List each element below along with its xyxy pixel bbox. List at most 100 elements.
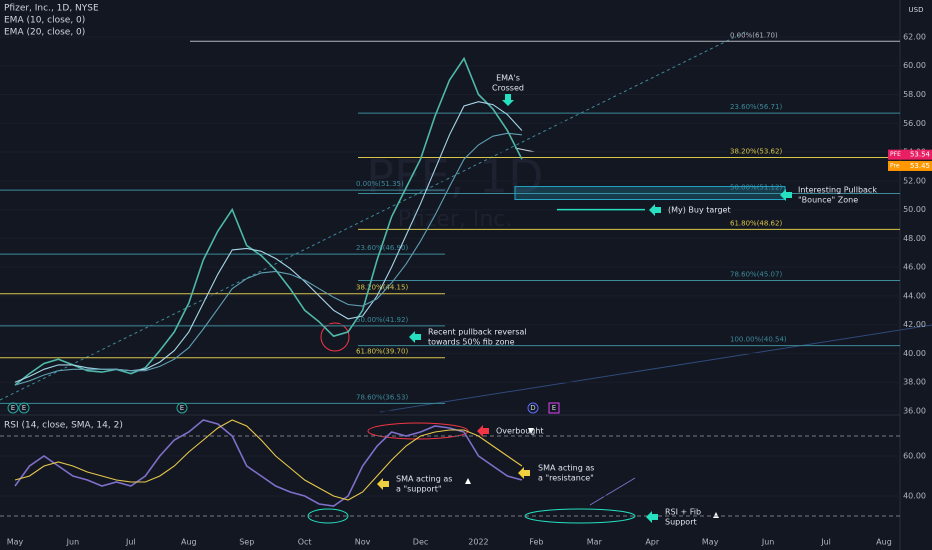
projection [589, 477, 636, 506]
event-label: E [180, 404, 184, 412]
x-tick-label: Apr [645, 538, 660, 547]
series-line [14, 132, 522, 386]
y-tick-label: 56.00 [903, 119, 926, 128]
pane-title: RSI (14, close, SMA, 14, 2) [4, 421, 123, 431]
price-tag-value: 53.45 [910, 162, 930, 170]
watermark-sub: Pfizer, Inc. [398, 207, 513, 232]
price-tag [888, 149, 932, 160]
event-label: E [11, 404, 15, 412]
price-tag [888, 160, 932, 171]
x-tick-label: Dec [413, 538, 428, 547]
event-label: D [530, 404, 535, 412]
projection [514, 147, 536, 153]
x-tick-label: Nov [355, 538, 371, 547]
annotation: Overbought [496, 427, 544, 436]
fib-label: 100.00%(40.54) [730, 336, 787, 344]
fib-label: 38.20%(44.15) [356, 284, 408, 292]
chart-title: Pfizer, Inc., 1D, NYSE [4, 4, 99, 14]
fib-label: 38.20%(53.62) [730, 148, 782, 156]
x-tick-label: Jun [66, 538, 80, 547]
annotation-arrow [377, 478, 389, 490]
arrow [465, 478, 471, 484]
annotation: RSI + Fib [665, 508, 701, 517]
event-label: E [22, 404, 26, 412]
y-tick-label: 40.00 [903, 349, 926, 358]
series-line [14, 56, 523, 386]
x-tick-label: Aug [181, 538, 197, 547]
annotation-arrow [409, 331, 421, 343]
annotation-arrow [477, 425, 489, 437]
fib-label: 0.00%(51.35) [356, 180, 404, 188]
y-tick-label: 50.00 [903, 205, 926, 214]
annotation: SMA acting as [396, 475, 452, 484]
annotation: "Bounce" Zone [798, 196, 858, 205]
buy-zone [514, 186, 786, 201]
annotation-arrow [518, 467, 530, 479]
fib-label: 61.80%(39.70) [356, 348, 408, 356]
trend-line [0, 31, 746, 401]
x-tick-label: Jul [125, 538, 136, 547]
price-tag-name: Pre [890, 162, 900, 169]
annotation: SMA acting as [538, 464, 594, 473]
currency: USD [909, 6, 924, 14]
x-tick-label: Jun [761, 538, 775, 547]
y-tick-label: 40.00 [903, 492, 926, 501]
series-line [14, 419, 523, 507]
annotation: a "support" [396, 485, 442, 494]
annotation-arrow [780, 189, 792, 201]
annotation-arrow [502, 94, 514, 106]
x-tick-label: May [702, 538, 719, 547]
series-line [14, 419, 523, 501]
event-label: E [552, 404, 556, 412]
x-tick-label: Aug [876, 538, 892, 547]
fib-label: 50.00%(41.92) [356, 316, 408, 324]
y-tick-label: 36.00 [903, 406, 926, 415]
y-tick-label: 60.00 [903, 61, 926, 70]
annotation: Recent pullback reversal [428, 328, 527, 337]
x-tick-label: Oct [298, 538, 312, 547]
event-badge [527, 402, 539, 414]
annotation-arrow [649, 204, 661, 216]
x-tick-label: Feb [529, 538, 543, 547]
y-tick-label: 48.00 [903, 234, 926, 243]
event-badge [18, 402, 30, 414]
y-tick-label: 42.00 [903, 320, 926, 329]
price-tag-value: 53.54 [910, 151, 931, 159]
y-tick-label: 46.00 [903, 263, 926, 272]
fib-label: 61.80%(48.62) [730, 219, 782, 227]
highlight [367, 422, 469, 440]
annotation: a "resistance" [538, 474, 594, 483]
x-tick-label: Jul [820, 538, 831, 547]
y-tick-label: 60.00 [903, 452, 926, 461]
annotation: EMA's [496, 74, 520, 83]
y-tick-label: 58.00 [903, 90, 926, 99]
x-tick-label: 2022 [468, 538, 488, 547]
trend-line [379, 324, 932, 413]
x-tick-label: Mar [587, 538, 603, 547]
fib-label: 50.00%(51.12) [730, 183, 782, 191]
y-tick-label: 44.00 [903, 291, 926, 300]
y-tick-label: 38.00 [903, 378, 926, 387]
event-badge [7, 402, 19, 414]
arrow [528, 428, 534, 434]
annotation: Support [665, 518, 697, 527]
fib-label: 78.60%(36.53) [356, 393, 408, 401]
event-badge [548, 402, 560, 414]
fib-label: 0.00%(61.70) [730, 31, 778, 39]
annotation-arrow [646, 511, 658, 523]
price-tag-name: PFE [890, 151, 901, 158]
y-tick-label: 62.00 [903, 32, 926, 41]
x-tick-label: May [7, 538, 24, 547]
annotation: (My) Buy target [668, 206, 731, 215]
annotation: Interesting Pullback [798, 186, 877, 195]
legend-entry: EMA (20, close, 0) [4, 28, 85, 38]
highlight [320, 322, 350, 352]
legend-entry: EMA (10, close, 0) [4, 16, 85, 26]
annotation: Crossed [492, 84, 524, 93]
y-tick-label: 52.00 [903, 176, 926, 185]
event-badge [176, 402, 188, 414]
annotation: towards 50% fib zone [428, 338, 515, 347]
